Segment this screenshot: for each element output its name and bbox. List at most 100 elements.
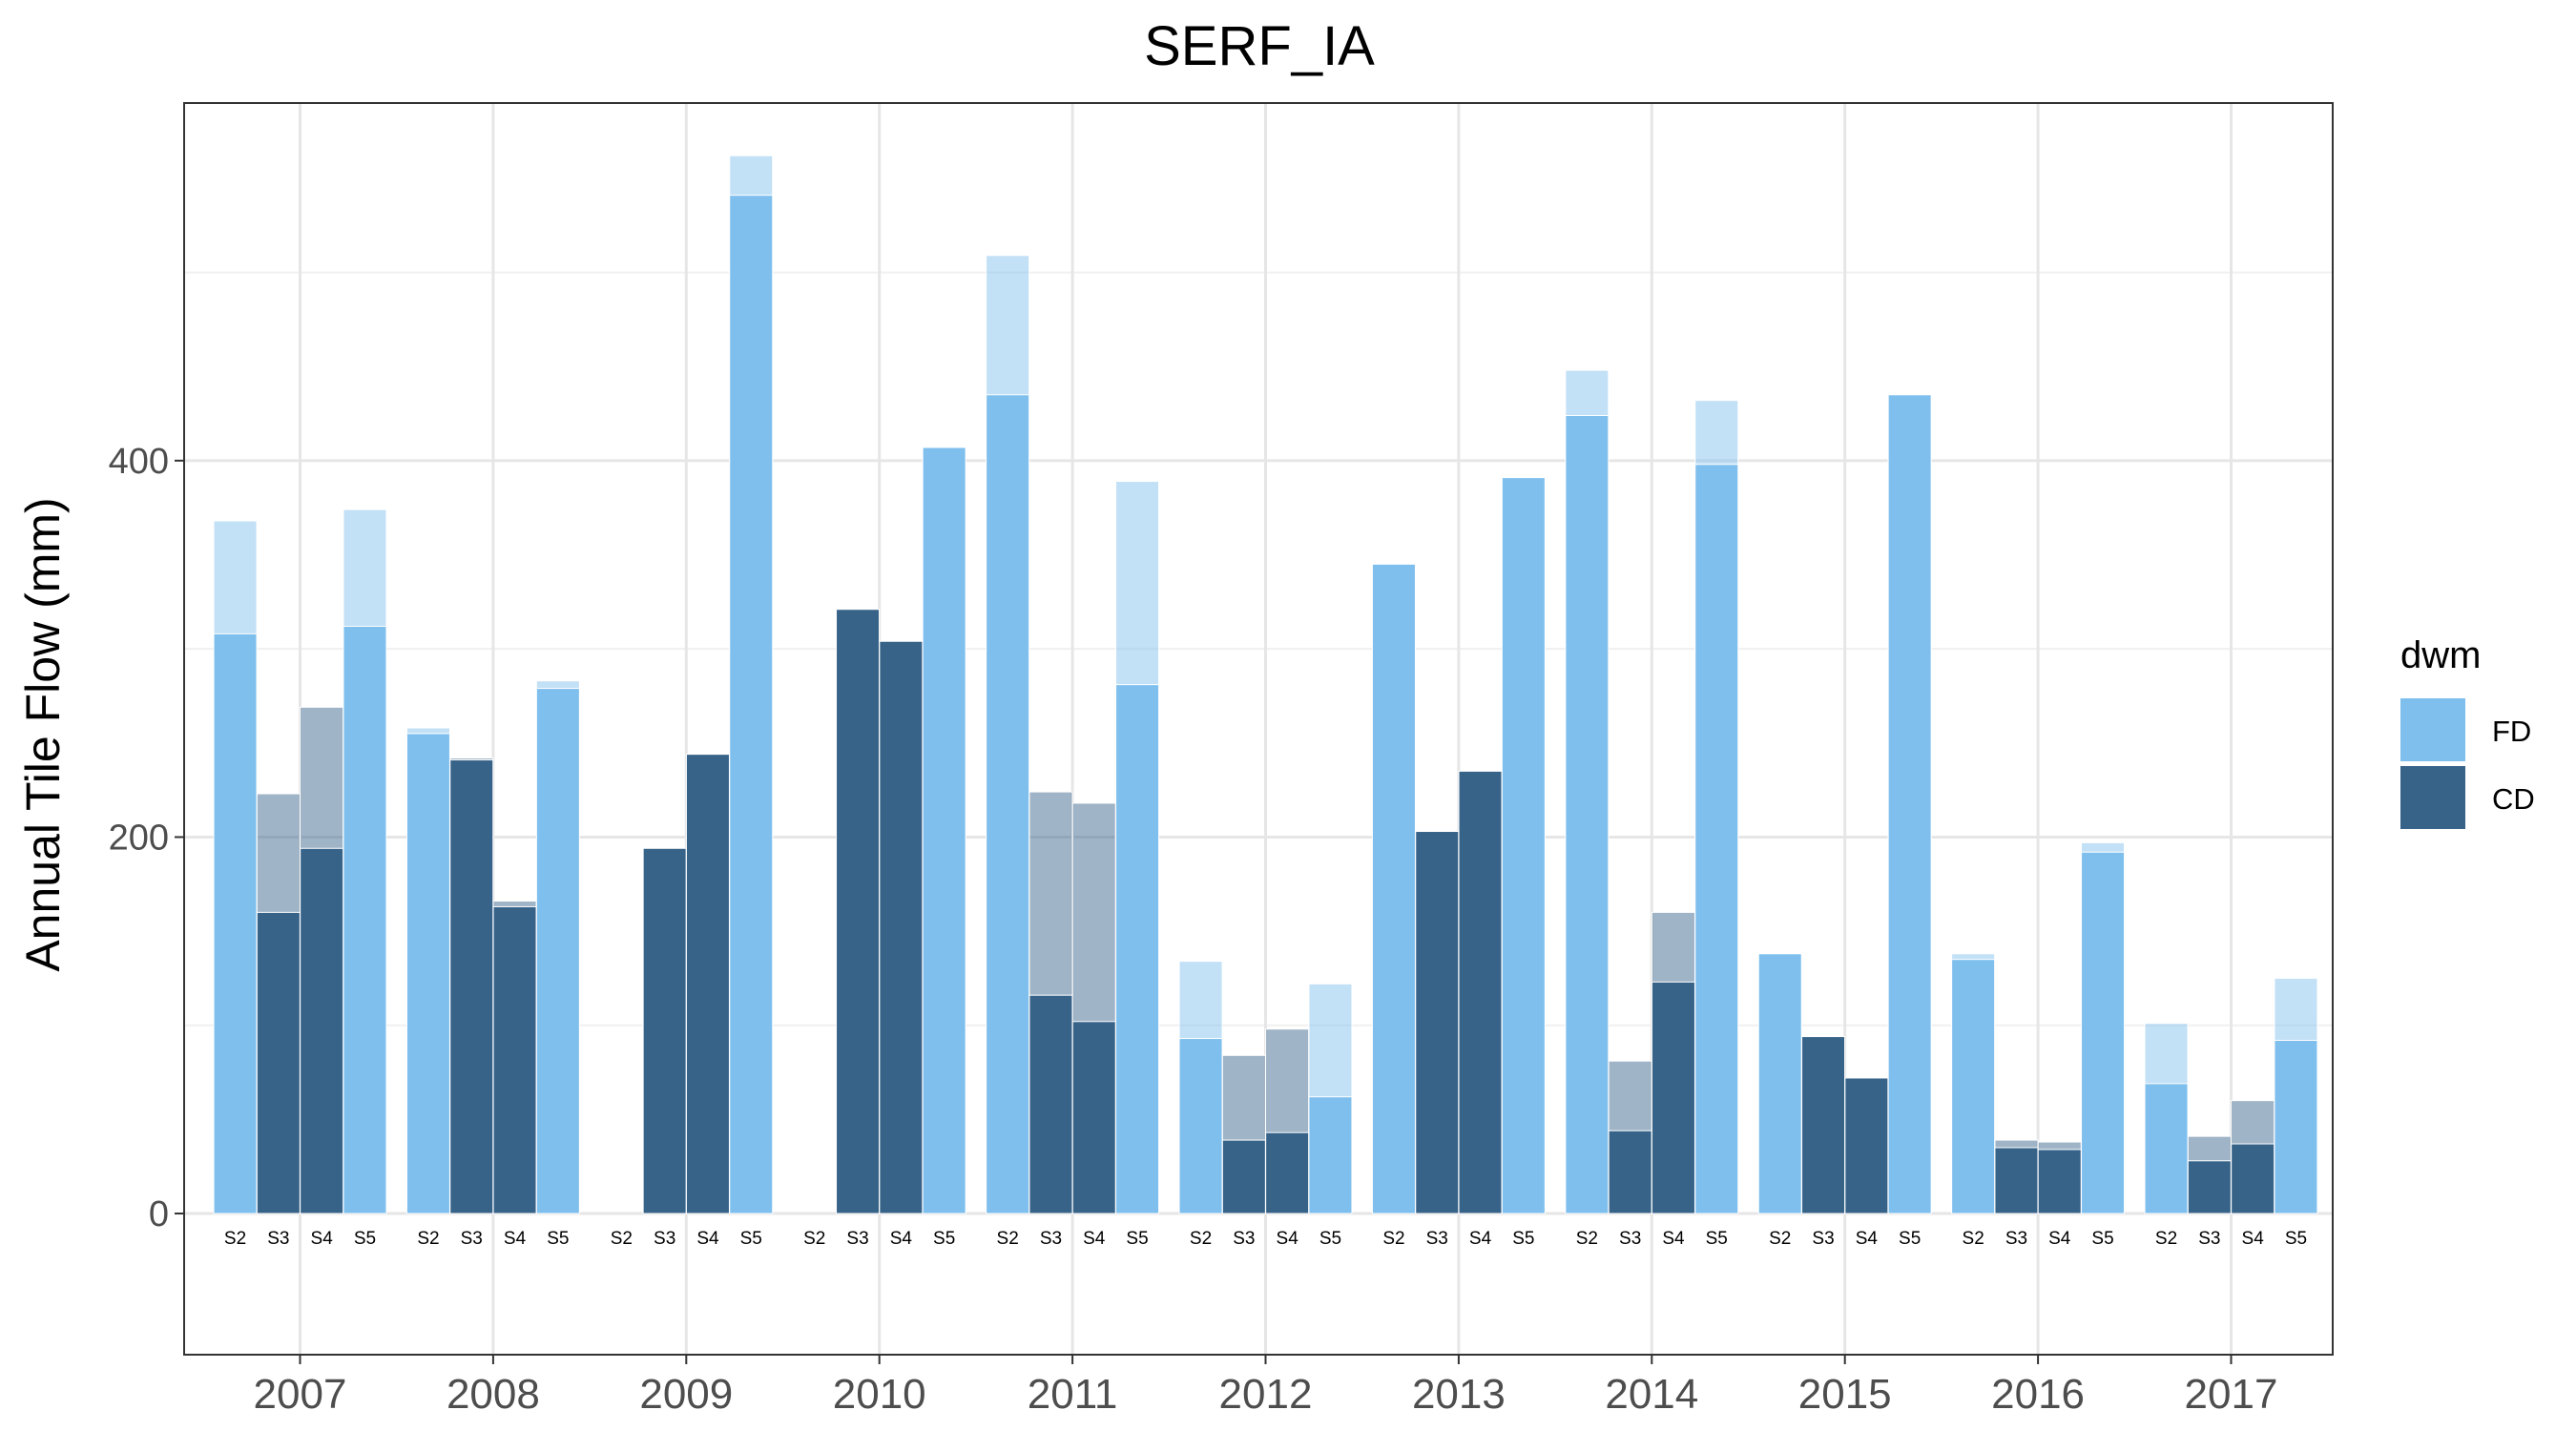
x-tick-label: 2007 [254, 1371, 347, 1418]
site-label: S5 [2285, 1229, 2307, 1249]
site-label: S3 [846, 1229, 868, 1249]
bar-2014-s2 [1565, 415, 1610, 1214]
legend-title: dwm [2400, 634, 2481, 676]
x-tick-label: 2008 [447, 1371, 540, 1418]
bar-2015-s2 [1757, 953, 1802, 1214]
y-tick-label: 200 [109, 818, 169, 858]
bar-2011-s5 [1115, 684, 1160, 1214]
y-tick-label: 400 [109, 442, 169, 482]
bar-2009-s3 [642, 847, 687, 1214]
bar-2010-s4 [879, 640, 924, 1214]
bar-2007-s5 [343, 625, 387, 1214]
x-tick-label: 2013 [1412, 1371, 1506, 1418]
x-tick-label: 2012 [1219, 1371, 1313, 1418]
legend-label-fd: FD [2492, 715, 2531, 748]
site-label: S4 [1662, 1229, 1685, 1249]
site-label: S5 [1126, 1229, 1148, 1249]
chart-title: SERF_IA [1144, 15, 1375, 77]
bar-2010-s5 [922, 446, 966, 1214]
site-label: S4 [696, 1229, 719, 1249]
site-label: S4 [311, 1229, 334, 1249]
site-label: S5 [1319, 1229, 1341, 1249]
bar-2013-s5 [1501, 477, 1546, 1214]
bar-2017-s2 [2144, 1083, 2189, 1214]
bar-2016-s2 [1951, 959, 1996, 1214]
legend-key-fd [2400, 698, 2465, 761]
bar-2015-s3 [1801, 1036, 1846, 1214]
bar-2013-s3 [1415, 831, 1460, 1214]
y-tick-label: 0 [149, 1194, 169, 1234]
site-label: S3 [1619, 1229, 1641, 1249]
x-tick-label: 2015 [1798, 1371, 1892, 1418]
y-axis-label: Annual Tile Flow (mm) [16, 497, 70, 971]
bar-2015-s4 [1844, 1077, 1889, 1214]
site-label: S3 [2198, 1229, 2220, 1249]
site-label: S3 [1233, 1229, 1255, 1249]
bar-2016-s3 [1994, 1147, 2039, 1214]
bar-2012-s4 [1265, 1131, 1310, 1214]
site-label: S2 [803, 1229, 825, 1249]
y-axis: 0 200 400 [109, 442, 184, 1234]
bar-2012-s5 [1308, 1096, 1353, 1214]
x-tick-label: 2010 [833, 1371, 926, 1418]
x-tick-label: 2016 [1991, 1371, 2085, 1418]
bar-2007-s4 [300, 847, 344, 1214]
site-label: S5 [1512, 1229, 1534, 1249]
site-label: S4 [1856, 1229, 1879, 1249]
legend-label-cd: CD [2492, 782, 2535, 816]
bars-value-layer [213, 195, 2318, 1214]
site-label: S4 [890, 1229, 913, 1249]
bar-2007-s3 [256, 911, 301, 1214]
x-tick-label: 2014 [1605, 1371, 1698, 1418]
bar-2009-s5 [729, 195, 774, 1214]
site-label: S2 [1576, 1229, 1598, 1249]
x-axis: 2007 2008 2009 2010 2011 2012 2013 2014 2015 2016… [254, 1355, 2278, 1418]
legend: dwm FD CD [2400, 634, 2535, 829]
x-tick-label: 2017 [2185, 1371, 2278, 1418]
bar-2012-s2 [1178, 1038, 1223, 1214]
bar-2011-s3 [1028, 994, 1073, 1214]
site-label: S5 [2091, 1229, 2113, 1249]
bar-2007-s2 [213, 633, 258, 1214]
site-label: S4 [2048, 1229, 2071, 1249]
site-label: S3 [267, 1229, 289, 1249]
bar-2011-s4 [1071, 1021, 1116, 1214]
site-label: S5 [547, 1229, 569, 1249]
site-label: S2 [1769, 1229, 1791, 1249]
site-label: S4 [1277, 1229, 1299, 1249]
site-label: S3 [461, 1229, 483, 1249]
bar-2014-s5 [1694, 464, 1739, 1214]
legend-key-cd [2400, 766, 2465, 829]
site-label: S5 [933, 1229, 955, 1249]
x-tick-label: 2009 [639, 1371, 733, 1418]
site-label: S2 [417, 1229, 439, 1249]
bar-2014-s4 [1651, 981, 1695, 1214]
bar-2008-s3 [449, 759, 494, 1214]
site-label: S3 [1812, 1229, 1834, 1249]
bar-2017-s5 [2274, 1040, 2318, 1214]
site-label: S3 [654, 1229, 675, 1249]
bar-2009-s4 [685, 754, 730, 1214]
site-label: S3 [1040, 1229, 1062, 1249]
bar-2017-s4 [2231, 1143, 2275, 1214]
bar-2013-s4 [1458, 770, 1503, 1214]
site-label: S2 [1382, 1229, 1404, 1249]
site-label: S4 [2242, 1229, 2265, 1249]
bar-2011-s2 [986, 394, 1030, 1214]
bar-2016-s4 [2037, 1149, 2082, 1214]
site-label: S3 [2005, 1229, 2027, 1249]
site-label: S2 [1190, 1229, 1212, 1249]
x-tick-label: 2011 [1028, 1371, 1118, 1418]
site-label: S2 [2155, 1229, 2177, 1249]
bar-2008-s4 [492, 905, 537, 1214]
bar-2010-s3 [836, 609, 881, 1214]
bar-2016-s5 [2081, 851, 2126, 1214]
site-label: S4 [504, 1229, 527, 1249]
site-label: S3 [1426, 1229, 1448, 1249]
bar-2008-s5 [535, 688, 580, 1214]
site-label: S2 [611, 1229, 633, 1249]
site-labels: S2 S3 S4 S5 S2 S3 S4 S5 S2 S3 S4 S5 S2 S3 S4 S5 S2 S3 S4 S5… [224, 1229, 2307, 1249]
site-label: S5 [354, 1229, 376, 1249]
bar-2014-s3 [1608, 1130, 1652, 1214]
